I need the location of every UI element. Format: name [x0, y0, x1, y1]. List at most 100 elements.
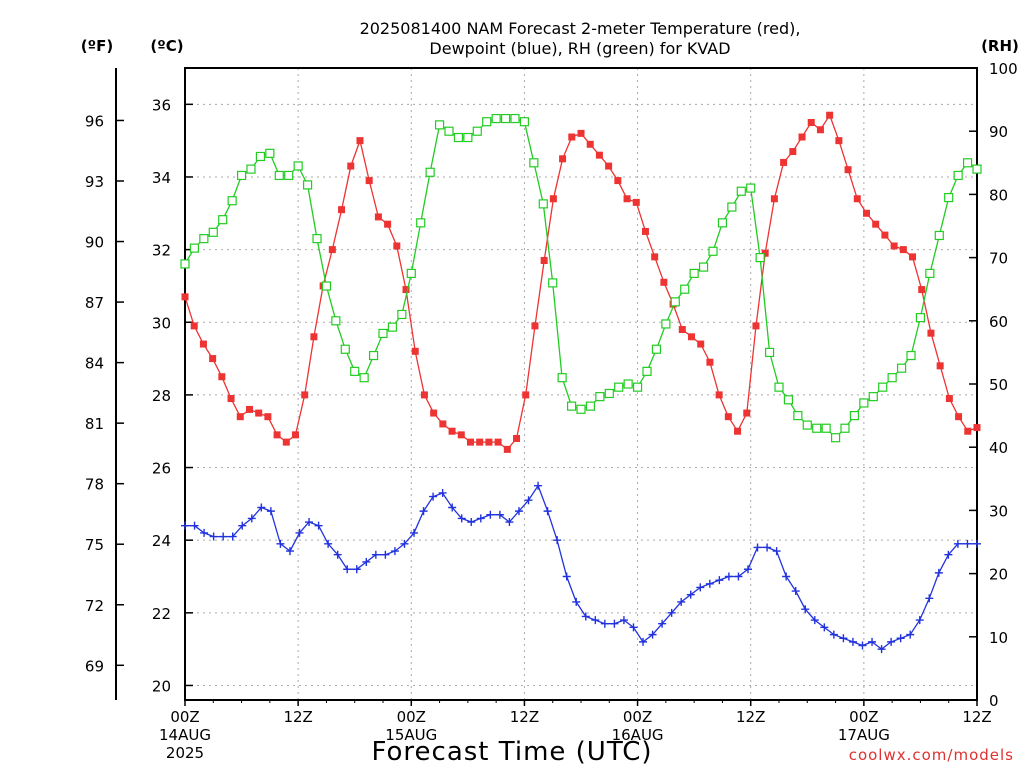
rh-tick-label-20: 20 — [989, 566, 1008, 584]
rh-point-69 — [830, 433, 841, 443]
rh-point-82 — [953, 170, 963, 181]
dewpoint-point-27 — [438, 488, 447, 497]
dewpoint-point-38 — [543, 507, 552, 516]
2-meter-temperature-point-14 — [310, 333, 318, 341]
rh-point-13 — [302, 180, 313, 190]
rh-point-7 — [246, 164, 256, 174]
rh-tick-label-60: 60 — [989, 313, 1008, 331]
data-series — [180, 111, 982, 654]
fahrenheit-tick-label-72: 72 — [85, 597, 104, 615]
rh-point-24 — [406, 268, 416, 278]
rh-point-67 — [812, 423, 822, 433]
fahrenheit-tick-label-75: 75 — [85, 536, 104, 554]
rh-point-26 — [425, 167, 435, 177]
x-tick-label-3-0: 12Z — [510, 708, 539, 726]
dewpoint-point-35 — [514, 507, 523, 516]
dewpoint-point-29 — [457, 514, 466, 523]
celsius-tick-label-24: 24 — [152, 532, 171, 550]
x-tick-label-2-0: 00Z — [397, 708, 426, 726]
celsius-tick-label-22: 22 — [152, 605, 171, 623]
x-axis-label: Forecast Time (UTC) — [371, 737, 652, 767]
dewpoint-point-67 — [820, 623, 829, 632]
2-meter-temperature-point-6 — [236, 413, 244, 421]
dewpoint-point-52 — [677, 597, 686, 606]
credit-link[interactable]: coolwx.com/models — [849, 746, 1014, 764]
rh-tick-label-40: 40 — [989, 439, 1008, 457]
dewpoint-point-81 — [953, 539, 962, 548]
rh-point-39 — [548, 278, 558, 288]
2-meter-temperature-point-2 — [199, 340, 207, 348]
rh-point-25 — [416, 218, 426, 228]
2-meter-temperature-point-56 — [697, 340, 705, 348]
fahrenheit-tick-label-87: 87 — [85, 294, 104, 312]
rh-point-52 — [670, 297, 680, 307]
dewpoint-point-6 — [238, 521, 247, 530]
dewpoint-point-31 — [476, 514, 485, 523]
fahrenheit-tick-label-78: 78 — [85, 476, 104, 494]
2-meter-temperature-point-11 — [282, 438, 290, 446]
rh-point-72 — [859, 398, 869, 408]
dewpoint-point-14 — [314, 521, 323, 530]
2-meter-temperature-point-60 — [734, 427, 742, 435]
2-meter-temperature-point-28 — [439, 420, 447, 428]
dewpoint-point-44 — [600, 619, 609, 628]
rh-tick-label-100: 100 — [989, 60, 1018, 78]
2-meter-temperature-point-33 — [485, 438, 493, 446]
dewpoint-point-15 — [324, 539, 333, 548]
dewpoint-point-57 — [724, 572, 733, 581]
dewpoint-point-53 — [686, 590, 695, 599]
2-meter-temperature-point-43 — [577, 129, 585, 137]
rh-point-33 — [491, 113, 501, 124]
2-meter-temperature-point-76 — [881, 231, 889, 239]
2-meter-temperature-point-20 — [365, 177, 373, 185]
celsius-tick-label-28: 28 — [152, 387, 171, 405]
2-meter-temperature-point-73 — [853, 195, 861, 203]
rh-point-35 — [510, 113, 520, 124]
x-tick-label-4-0: 00Z — [623, 708, 652, 726]
rh-point-49 — [642, 366, 652, 376]
rh-point-36 — [519, 117, 530, 127]
rh-point-68 — [821, 423, 831, 433]
rh-point-11 — [284, 170, 294, 181]
2-meter-temperature-point-74 — [862, 209, 870, 217]
2-meter-temperature-point-57 — [706, 358, 714, 366]
2-meter-temperature-point-67 — [798, 133, 806, 141]
rh-point-78 — [915, 313, 926, 323]
2-meter-temperature-point-36 — [513, 434, 521, 442]
rh-point-17 — [340, 344, 350, 354]
2-meter-temperature-point-40 — [549, 195, 557, 203]
2-meter-temperature-point-58 — [715, 391, 723, 399]
2-meter-temperature-point-22 — [384, 220, 392, 228]
dewpoint-point-50 — [658, 619, 667, 628]
dewpoint-point-80 — [944, 550, 953, 559]
dewpoint-point-76 — [906, 630, 915, 639]
rh-tick-label-50: 50 — [989, 376, 1008, 394]
2-meter-temperature-point-17 — [338, 206, 346, 214]
dewpoint-point-72 — [868, 637, 877, 646]
2-meter-temperature-point-9 — [264, 413, 272, 421]
celsius-tick-label-36: 36 — [152, 96, 171, 114]
rh-point-27 — [434, 120, 445, 130]
dewpoint-point-16 — [333, 550, 342, 559]
2-meter-temperature-point-77 — [890, 242, 898, 250]
2-meter-temperature-point-37 — [522, 391, 530, 399]
2-meter-temperature-point-78 — [899, 246, 907, 254]
rh-point-50 — [651, 344, 662, 354]
2-meter-temperature-point-54 — [678, 326, 686, 334]
2-meter-temperature-point-83 — [945, 395, 953, 403]
x-tick-label-6-1: 17AUG — [838, 726, 890, 744]
dewpoint-point-41 — [572, 597, 581, 606]
dewpoint-point-60 — [753, 543, 762, 552]
rh-tick-label-30: 30 — [989, 502, 1008, 520]
rh-point-83 — [962, 158, 973, 168]
dewpoint-point-20 — [371, 550, 380, 559]
rh-point-0 — [180, 259, 190, 269]
dewpoint-point-40 — [562, 572, 571, 581]
rh-tick-label-0: 0 — [989, 692, 999, 710]
rh-point-43 — [585, 401, 596, 411]
2-meter-temperature-point-25 — [411, 347, 419, 355]
chart-title-line-1: 2025081400 NAM Forecast 2-meter Temperat… — [360, 19, 801, 38]
dewpoint-point-51 — [667, 608, 676, 617]
dewpoint-point-73 — [877, 645, 886, 654]
dewpoint-point-56 — [715, 576, 724, 585]
